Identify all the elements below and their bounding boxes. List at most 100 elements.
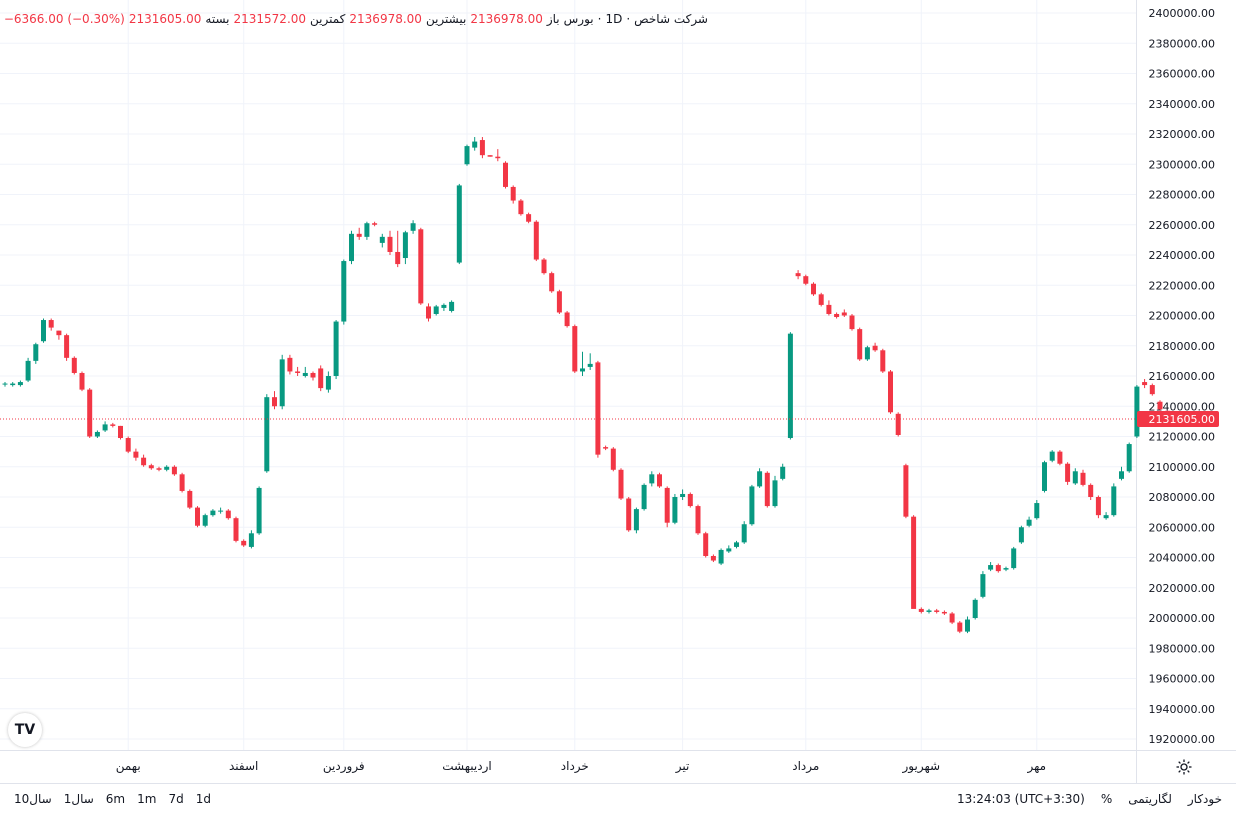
candle-down — [541, 258, 547, 275]
candle-body — [603, 447, 609, 449]
price-tick-label: 2360000.00 — [1149, 68, 1215, 81]
time-axis[interactable]: بهمن اسفند فروردین اردیبهشت خرداد تیر مرداد شهر… — [0, 750, 1236, 775]
price-tick-label: 2020000.00 — [1149, 582, 1215, 595]
candle-body — [895, 413, 901, 435]
candle-down — [1142, 379, 1148, 389]
candle-down — [703, 531, 709, 558]
price-tick-label: 2340000.00 — [1149, 98, 1215, 111]
candle-down — [941, 610, 947, 615]
candle-down — [526, 212, 532, 224]
candle-down — [387, 230, 393, 255]
candle-body — [318, 368, 324, 389]
candle-down — [372, 221, 378, 227]
candle-down — [233, 516, 239, 543]
candle-body — [1065, 463, 1071, 482]
candle-down — [318, 365, 324, 392]
last-price-label: 2131605.00 — [1149, 413, 1215, 426]
candle-up — [741, 521, 747, 544]
range-buttons: 10سال 1سال 6m 1m 7d 1d — [14, 792, 211, 806]
tradingview-logo-icon[interactable]: TV — [8, 713, 42, 747]
candle-body — [641, 484, 647, 510]
gear-icon[interactable] — [1175, 758, 1193, 776]
candle-down — [187, 489, 193, 510]
candle-body — [533, 221, 539, 260]
candle-body — [1103, 515, 1109, 519]
candle-up — [164, 465, 170, 472]
auto-toggle[interactable]: خودکار — [1187, 792, 1222, 806]
candle-down — [826, 300, 832, 316]
candle-body — [503, 162, 508, 187]
log-toggle[interactable]: لگاریتمی — [1128, 792, 1172, 806]
range-button[interactable]: 1d — [195, 792, 211, 806]
time-tick-label: مهر — [1027, 759, 1047, 774]
candle-body — [325, 376, 331, 390]
candle-body — [726, 548, 732, 552]
candle-body — [672, 497, 678, 523]
candle-up — [41, 318, 46, 343]
range-button[interactable]: 1سال — [63, 792, 94, 806]
candle-down — [764, 471, 770, 508]
range-button[interactable]: 6m — [105, 792, 126, 806]
candle-body — [849, 315, 855, 330]
chart-canvas[interactable]: 1920000.00 1940000.00 1960000.00 1980000.00… — [0, 0, 1236, 783]
candle-down — [48, 318, 54, 331]
candle-body — [41, 320, 46, 342]
price-tick-label: 2120000.00 — [1149, 431, 1215, 444]
candle-body — [272, 397, 277, 407]
percent-toggle[interactable]: % — [1100, 792, 1113, 806]
candle-down — [79, 371, 85, 392]
candle-body — [441, 304, 447, 308]
candle-body — [888, 371, 893, 413]
price-tick-label: 2140000.00 — [1149, 400, 1215, 413]
candle-down — [888, 369, 893, 414]
price-axis[interactable]: 1920000.00 1940000.00 1960000.00 1980000.00… — [1136, 0, 1216, 783]
range-button[interactable]: 7d — [168, 792, 184, 806]
candle-down — [141, 454, 147, 467]
candle-down — [272, 391, 277, 410]
candle-body — [87, 389, 93, 437]
candle-up — [279, 354, 285, 410]
candle-down — [518, 199, 524, 216]
candle-up — [864, 345, 870, 361]
price-tick-label: 1980000.00 — [1149, 642, 1215, 655]
candle-body — [218, 510, 224, 512]
legend-low-label: کمترین — [310, 12, 346, 26]
candle-up — [972, 598, 978, 620]
candle-down — [911, 515, 917, 609]
candle-body — [518, 200, 524, 215]
candle-down — [834, 312, 840, 319]
candle-up — [1034, 500, 1040, 520]
candle-down — [71, 356, 77, 375]
candle-body — [965, 619, 970, 632]
candle-down — [564, 310, 570, 328]
candle-up — [25, 357, 31, 383]
range-button[interactable]: 1m — [137, 792, 157, 806]
candle-down — [880, 348, 886, 373]
candle-body — [372, 223, 378, 225]
candle-body — [1072, 471, 1078, 484]
candle-body — [495, 156, 501, 159]
legend-open-value: 2136978.00 — [470, 12, 543, 26]
candle-up — [102, 421, 108, 432]
candle-body — [241, 540, 247, 546]
candle-body — [225, 510, 231, 519]
legend-bar: شرکت شاخص · 1D · بورس باز 2136978.00 بیش… — [4, 10, 708, 28]
candle-up — [472, 137, 478, 151]
candle-up — [587, 353, 593, 370]
candle-body — [610, 448, 616, 470]
candle-body — [1088, 484, 1094, 497]
candle-down — [195, 506, 200, 528]
range-button[interactable]: 10سال — [14, 792, 52, 806]
candle-body — [433, 306, 439, 314]
candle-down — [803, 274, 809, 286]
clock-time[interactable]: 13:24:03 (UTC+3:30) — [956, 792, 1085, 806]
legend-dot: · — [626, 12, 631, 26]
legend-interval[interactable]: 1D — [605, 12, 623, 26]
candle-up — [248, 530, 254, 549]
legend-symbol[interactable]: شرکت شاخص — [634, 12, 708, 26]
candle-up — [349, 230, 354, 265]
legend-low-value: 2131572.00 — [233, 12, 307, 26]
time-tick-label: اسفند — [229, 759, 258, 773]
scale-tools: 13:24:03 (UTC+3:30) % لگاریتمی خودکار — [957, 792, 1222, 806]
